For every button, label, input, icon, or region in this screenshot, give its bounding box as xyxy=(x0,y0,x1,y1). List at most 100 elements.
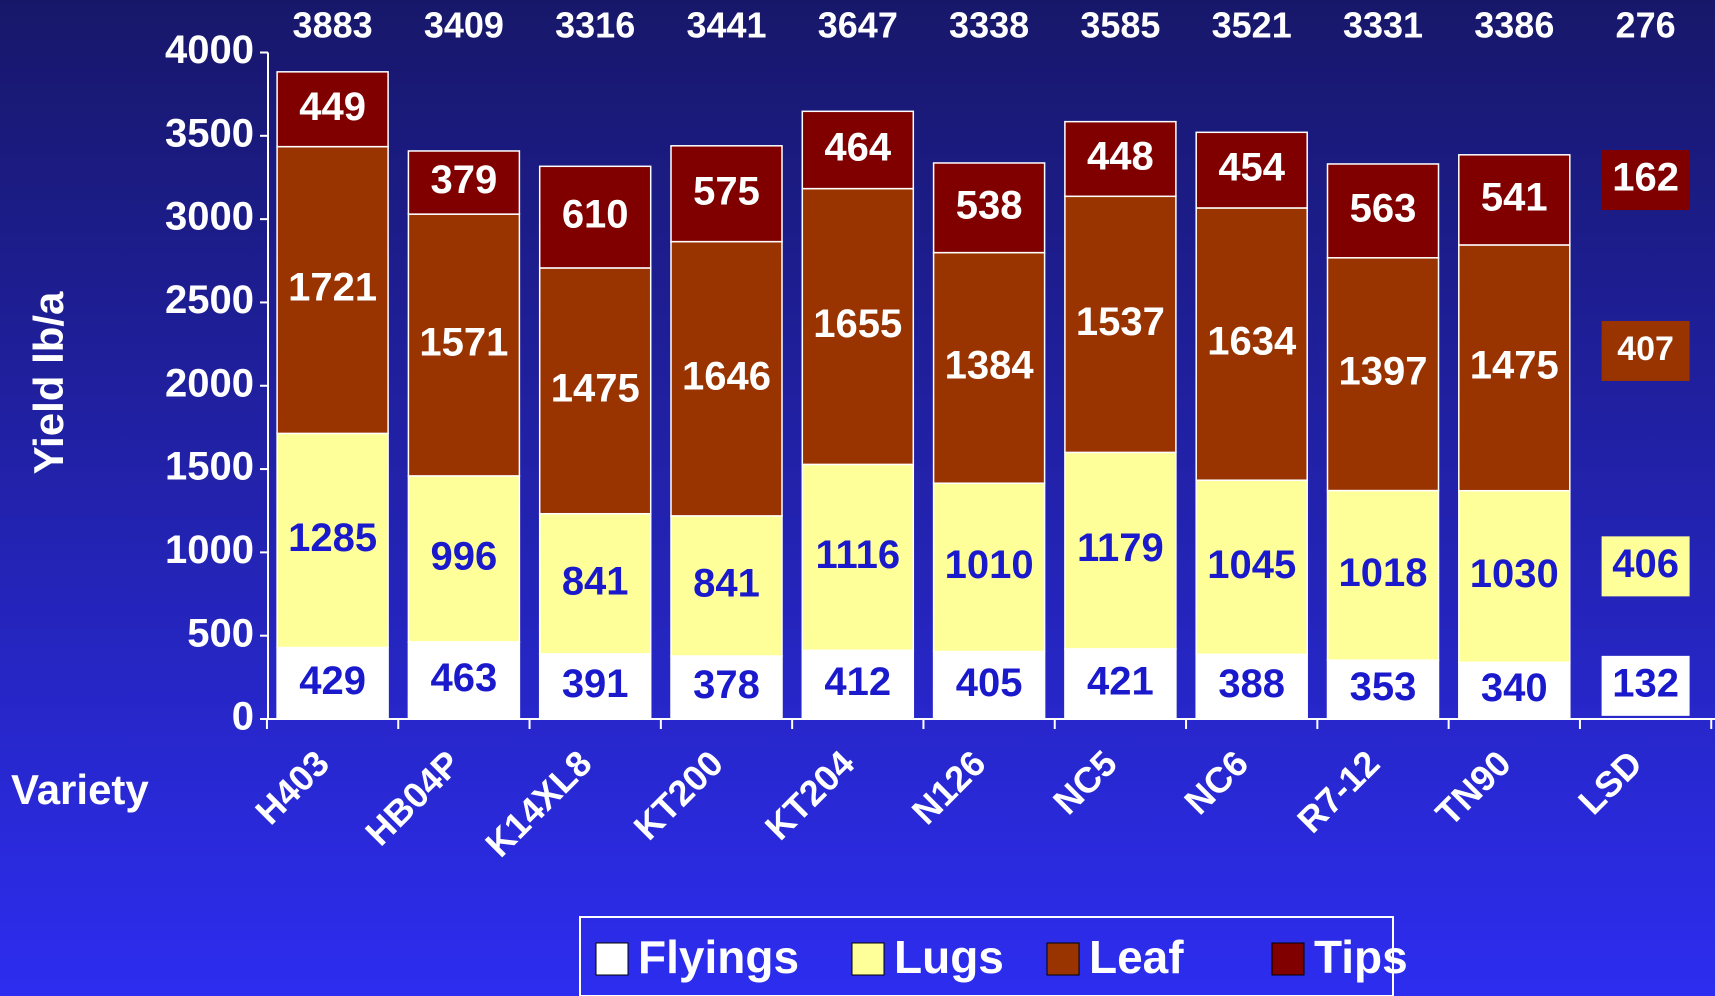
total-label: 276 xyxy=(1616,5,1676,46)
data-label: 429 xyxy=(299,659,366,703)
total-label: 3585 xyxy=(1080,5,1160,46)
data-label: 464 xyxy=(824,126,891,170)
data-label: 1179 xyxy=(1077,526,1164,570)
bar-segment xyxy=(932,162,1046,254)
data-label: 463 xyxy=(431,656,498,700)
bar-segment xyxy=(670,515,783,657)
bar-segment xyxy=(538,165,652,269)
bar-segment xyxy=(1064,648,1177,720)
data-label: 1721 xyxy=(288,266,377,310)
bar-segment xyxy=(407,150,521,215)
bar-segment xyxy=(1326,489,1440,661)
y-tick-label: 3000 xyxy=(165,195,254,239)
data-label: 406 xyxy=(1612,542,1679,586)
total-label: 3338 xyxy=(949,5,1029,46)
total-label: 3521 xyxy=(1212,5,1292,46)
data-label: 1030 xyxy=(1470,552,1559,596)
bar-segment xyxy=(1064,451,1177,650)
data-label: 1045 xyxy=(1207,543,1296,587)
legend-swatch xyxy=(595,942,629,976)
y-tick-label: 4000 xyxy=(165,28,254,72)
y-tick-label: 500 xyxy=(187,611,254,655)
data-label: 1285 xyxy=(288,516,377,560)
data-label: 996 xyxy=(431,534,498,578)
bar-segment xyxy=(801,649,915,720)
legend-label: Flyings xyxy=(638,931,799,983)
y-tick-label: 1000 xyxy=(165,528,254,572)
y-tick-label: 1500 xyxy=(165,445,254,489)
bar-segment xyxy=(407,641,521,720)
bar-segment xyxy=(1326,659,1440,720)
legend-label: Leaf xyxy=(1089,931,1184,983)
legend-label: Tips xyxy=(1314,931,1408,983)
data-label: 610 xyxy=(562,193,629,237)
data-label: 563 xyxy=(1350,186,1417,230)
data-label: 841 xyxy=(693,562,760,606)
bar-segment xyxy=(538,512,652,655)
data-label: 1537 xyxy=(1076,300,1165,344)
bar-segment xyxy=(276,646,389,720)
y-tick-label: 0 xyxy=(232,695,254,739)
data-label: 1397 xyxy=(1339,350,1428,394)
total-label: 3441 xyxy=(686,5,766,46)
data-label: 379 xyxy=(431,158,498,202)
total-label: 3331 xyxy=(1343,5,1423,46)
bar-segment xyxy=(276,71,389,148)
data-label: 449 xyxy=(299,85,366,129)
data-label: 1116 xyxy=(816,533,901,577)
bar-segment xyxy=(276,145,389,435)
bar-segment xyxy=(1458,489,1571,664)
total-label: 3647 xyxy=(818,5,898,46)
bar-segment xyxy=(932,251,1046,484)
data-label: 421 xyxy=(1087,659,1154,703)
data-label: 391 xyxy=(562,662,629,706)
legend-swatch xyxy=(851,942,885,976)
data-label: 1475 xyxy=(551,366,640,410)
legend-swatch xyxy=(1046,942,1080,976)
data-label: 538 xyxy=(956,183,1023,227)
bar-segment xyxy=(670,240,783,517)
bar-segment xyxy=(801,187,915,466)
bar-segment xyxy=(932,482,1046,653)
y-axis-title: Yield lb/a xyxy=(25,291,72,474)
data-label: 1655 xyxy=(813,302,902,346)
bar-segment xyxy=(1458,661,1571,720)
bar-segment xyxy=(1458,244,1571,492)
bar-segment xyxy=(1064,120,1177,198)
data-label: 378 xyxy=(693,663,760,707)
data-label: 1475 xyxy=(1470,343,1559,387)
bar-segment xyxy=(801,110,915,190)
data-label: 454 xyxy=(1218,146,1285,190)
data-label: 388 xyxy=(1218,662,1285,706)
data-label: 541 xyxy=(1481,175,1548,219)
data-label: 841 xyxy=(562,559,629,603)
data-label: 575 xyxy=(693,169,760,213)
x-axis-title: Variety xyxy=(11,766,149,813)
data-label: 1384 xyxy=(945,343,1035,387)
bar-segment xyxy=(407,213,521,477)
bar-segment xyxy=(276,432,389,649)
bar-segment xyxy=(1326,163,1440,259)
data-label: 1018 xyxy=(1339,551,1428,595)
bar-segment xyxy=(1326,257,1440,492)
total-label: 3386 xyxy=(1474,5,1554,46)
lsd-box xyxy=(1601,655,1690,716)
bar-segment xyxy=(1195,653,1308,720)
data-label: 1571 xyxy=(419,321,508,365)
lsd-box xyxy=(1601,536,1690,597)
data-label: 405 xyxy=(956,661,1023,705)
bar-segment xyxy=(538,267,652,515)
bar-segment xyxy=(538,653,652,720)
data-label: 407 xyxy=(1617,330,1674,368)
legend-swatch xyxy=(1271,942,1305,976)
y-tick-label: 3500 xyxy=(165,111,254,155)
total-label: 3409 xyxy=(424,5,504,46)
data-label: 340 xyxy=(1481,666,1548,710)
bar-segment xyxy=(1458,154,1571,246)
total-label: 3316 xyxy=(555,5,635,46)
y-tick-label: 2500 xyxy=(165,278,254,322)
data-label: 448 xyxy=(1087,135,1154,179)
data-label: 353 xyxy=(1350,665,1417,709)
data-label: 1634 xyxy=(1207,320,1297,364)
